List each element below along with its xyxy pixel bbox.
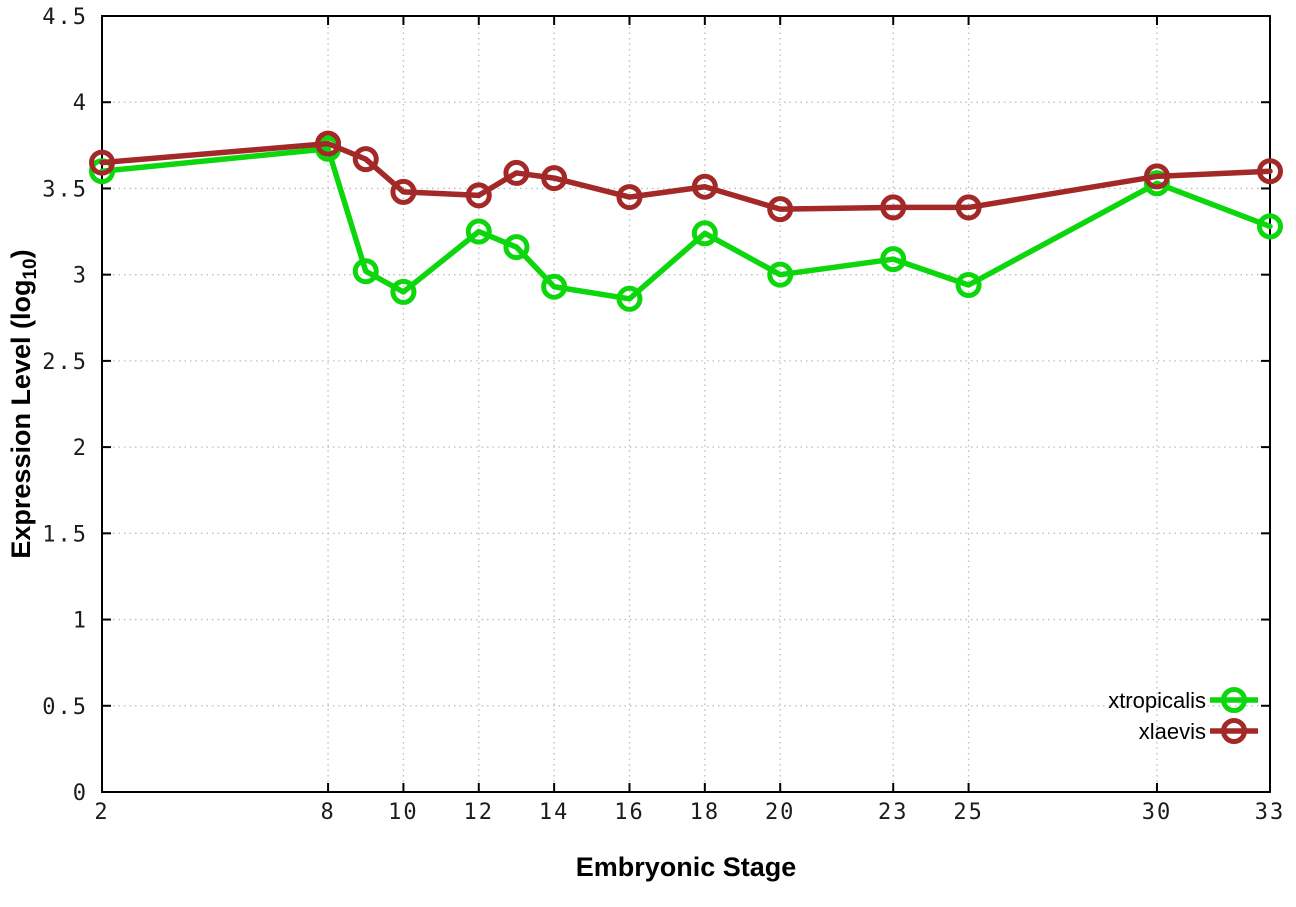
y-tick-label: 1 (73, 609, 88, 634)
data-point-marker-xlaevis (1143, 163, 1170, 190)
x-tick-label: 33 (1255, 800, 1286, 825)
data-point-marker-xlaevis (691, 173, 718, 200)
x-tick-label: 8 (320, 800, 335, 825)
y-axis-title: Expression Level (log10) (6, 249, 42, 558)
data-point-marker-xlaevis (541, 165, 568, 192)
x-tick-label: 18 (690, 800, 721, 825)
data-point-marker-xtropicalis (465, 218, 492, 245)
data-point-marker-xtropicalis (767, 261, 794, 288)
series-line-xtropicalis (99, 146, 1273, 302)
data-point-marker-xtropicalis (616, 285, 643, 312)
y-tick-label: 0 (73, 781, 88, 806)
data-point-marker-xlaevis (880, 194, 907, 221)
legend-label-xtropicalis: xtropicalis (1108, 688, 1206, 713)
data-point-marker-xlaevis (89, 149, 115, 176)
y-axis-title-subscript: 10 (20, 258, 42, 280)
x-tick-label: 10 (388, 800, 419, 825)
y-axis-title-close: ) (5, 249, 36, 259)
x-tick-label: 23 (878, 800, 909, 825)
data-point-marker-xtropicalis (880, 246, 907, 273)
x-tick-label: 14 (539, 800, 570, 825)
y-tick-label: 0.5 (42, 695, 88, 720)
y-tick-label: 3.5 (42, 177, 88, 202)
y-axis-title-text: Expression Level (log (5, 279, 36, 559)
y-tick-label: 4.5 (42, 5, 88, 30)
data-point-marker-xtropicalis (352, 258, 379, 285)
data-point-marker-xlaevis (1257, 158, 1283, 185)
data-point-marker-xtropicalis (691, 220, 718, 247)
data-point-marker-xlaevis (616, 184, 643, 211)
data-point-marker-xlaevis (503, 159, 530, 186)
x-tick-label: 30 (1142, 800, 1173, 825)
data-point-marker-xtropicalis (1257, 213, 1283, 240)
data-point-marker-xtropicalis (955, 272, 982, 299)
x-axis-title: Embryonic Stage (575, 852, 797, 882)
y-tick-label: 2 (73, 436, 88, 461)
legend-marker-xlaevis (1221, 718, 1247, 744)
data-point-marker-xlaevis (390, 178, 417, 205)
x-tick-label: 12 (464, 800, 495, 825)
y-tick-label: 3 (73, 264, 88, 289)
y-tick-label: 4 (73, 91, 88, 116)
data-point-marker-xlaevis (315, 130, 342, 157)
y-tick-label: 2.5 (42, 350, 88, 375)
data-point-marker-xtropicalis (541, 273, 568, 300)
plot-border (101, 15, 1271, 793)
data-point-marker-xlaevis (352, 146, 379, 173)
x-tick-label: 25 (953, 800, 984, 825)
y-tick-label: 1.5 (42, 522, 88, 547)
legend-marker-xtropicalis (1221, 687, 1247, 713)
data-point-marker-xlaevis (465, 182, 492, 209)
x-tick-label: 20 (765, 800, 796, 825)
data-point-marker-xtropicalis (390, 278, 417, 305)
data-point-marker-xlaevis (767, 196, 794, 223)
data-point-marker-xlaevis (955, 194, 982, 221)
x-tick-label: 16 (614, 800, 645, 825)
data-point-marker-xtropicalis (503, 234, 530, 261)
legend-label-xlaevis: xlaevis (1139, 719, 1206, 744)
x-tick-label: 2 (94, 800, 109, 825)
